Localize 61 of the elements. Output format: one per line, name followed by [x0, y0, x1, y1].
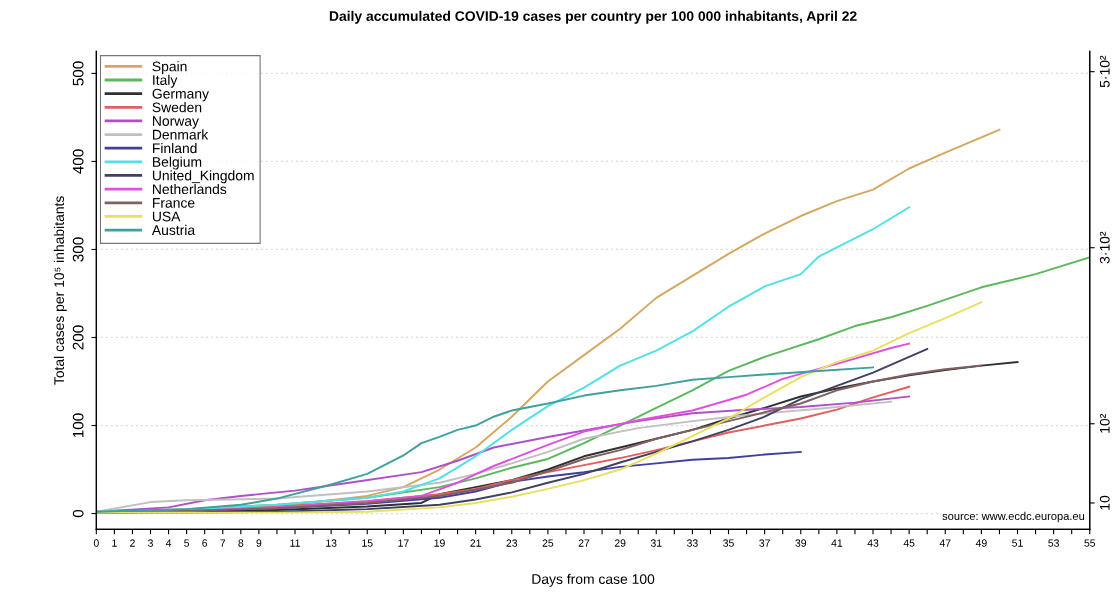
chart-title: Daily accumulated COVID-19 cases per country per 100 000 inhabitants, April 22 — [329, 10, 857, 24]
x-tick-label: 8 — [238, 539, 244, 547]
x-tick-label: 29 — [614, 539, 626, 547]
x-tick-label: 9 — [256, 539, 262, 547]
y2-tick-label: 10 — [1099, 495, 1110, 510]
x-tick-label: 11 — [290, 539, 300, 547]
x-tick-label: 19 — [434, 539, 445, 547]
y-tick-label: 300 — [72, 237, 84, 262]
x-tick-label: 53 — [1048, 539, 1059, 547]
x-tick-label: 37 — [759, 539, 770, 547]
legend-label: Norway — [153, 116, 199, 129]
legend-label: Sweden — [152, 102, 202, 113]
x-tick-label: 31 — [650, 539, 662, 547]
x-tick-label: 25 — [542, 539, 554, 547]
x-tick-label: 2 — [130, 539, 135, 547]
x-tick-label: 43 — [867, 539, 879, 547]
x-tick-label: 6 — [202, 539, 208, 547]
x-tick-label: 13 — [326, 539, 337, 547]
legend-label: Denmark — [153, 129, 209, 140]
y2-tick-label: 5·10² — [1099, 55, 1110, 88]
x-tick-label: 55 — [1084, 539, 1096, 547]
x-tick-label: 33 — [686, 539, 698, 547]
x-tick-label: 5 — [184, 539, 190, 547]
legend-label: France — [153, 198, 195, 208]
x-tick-label: 15 — [362, 539, 373, 547]
x-tick-label: 23 — [506, 539, 518, 547]
legend-label: Austria — [151, 224, 196, 236]
legend-label: USA — [152, 211, 181, 222]
x-tick-label: 0 — [93, 539, 99, 547]
x-tick-label: 41 — [831, 539, 843, 547]
legend-label: Finland — [153, 143, 197, 154]
x-tick-label: 21 — [470, 539, 481, 547]
x-tick-label: 49 — [975, 539, 987, 547]
y2-tick-label: 3·10² — [1099, 231, 1110, 264]
legend-label: United_Kingdom — [152, 170, 254, 184]
x-tick-label: 39 — [795, 539, 807, 547]
legend-label: Netherlands — [153, 183, 227, 195]
x-axis-title: Days from case 100 — [532, 573, 655, 587]
x-tick-label: 45 — [903, 539, 915, 547]
legend-label: Germany — [152, 88, 209, 102]
y-tick-label: 200 — [72, 325, 84, 350]
x-tick-label: 47 — [939, 539, 951, 547]
annotation: source: www.ecdc.europa.eu — [942, 511, 1085, 523]
legend-label: Belgium — [153, 156, 202, 170]
legend-label: Spain — [152, 61, 187, 75]
y-tick-label: 500 — [72, 61, 84, 86]
y-axis-title: Total cases per 10⁵ inhabitants — [53, 196, 67, 385]
line-series — [96, 301, 983, 514]
x-tick-label: 27 — [578, 539, 590, 547]
x-tick-label: 4 — [165, 539, 172, 547]
x-tick-label: 51 — [1012, 539, 1023, 547]
x-tick-label: 35 — [723, 539, 734, 547]
x-tick-label: 1 — [112, 539, 117, 547]
y-tick-label: 400 — [72, 149, 84, 174]
y-tick-label: 0 — [72, 509, 84, 518]
x-tick-label: 17 — [398, 539, 409, 547]
y-tick-label: 100 — [72, 413, 84, 438]
x-tick-label: 3 — [148, 539, 153, 547]
legend-label: Italy — [153, 74, 178, 88]
y2-tick-label: 10² — [1099, 413, 1110, 433]
x-tick-label: 7 — [220, 539, 226, 547]
